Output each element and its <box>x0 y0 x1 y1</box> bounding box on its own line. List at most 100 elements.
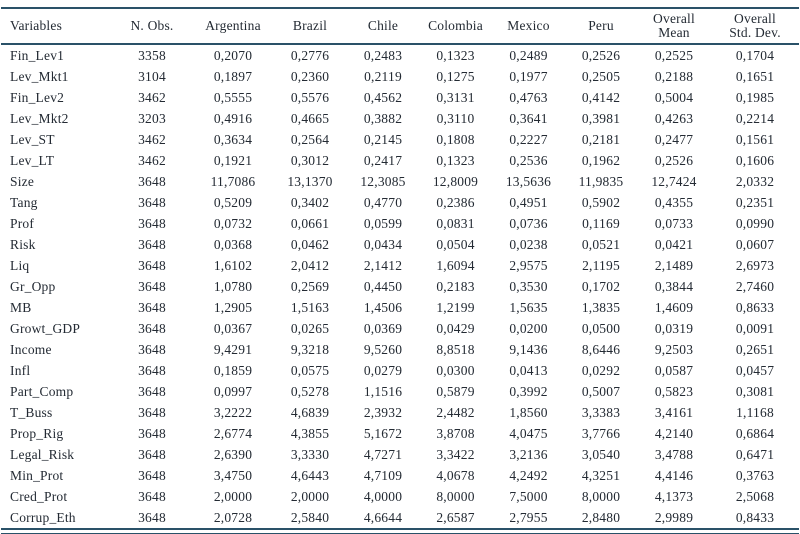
value-cell: 1,6102 <box>213 257 253 273</box>
value-cell: 1,4506 <box>363 299 403 315</box>
value-cell: 0,0200 <box>509 320 548 336</box>
value-cell: 0,4562 <box>363 89 403 105</box>
value-cell: 0,0990 <box>735 215 775 231</box>
value-cell: 2,6587 <box>436 509 475 525</box>
value-cell: 3,4788 <box>654 446 694 462</box>
value-cell: 8,0000 <box>436 488 475 504</box>
variable-label: Lev_Mkt1 <box>10 68 69 84</box>
value-cell: 3648 <box>138 341 166 357</box>
value-cell: 0,1962 <box>581 152 621 168</box>
value-cell: 0,0997 <box>213 383 253 399</box>
value-cell: 3,4161 <box>654 404 694 420</box>
value-cell: 0,8633 <box>735 299 775 315</box>
value-cell: 2,0332 <box>735 173 775 189</box>
value-cell: 0,0319 <box>654 320 694 336</box>
value-cell: 1,2199 <box>436 299 475 315</box>
value-cell: 0,1323 <box>436 47 475 63</box>
value-cell: 0,3634 <box>213 131 253 147</box>
variable-label: Lev_LT <box>10 152 55 168</box>
value-cell: 2,4482 <box>436 404 475 420</box>
value-cell: 0,1808 <box>436 131 475 147</box>
value-cell: 3462 <box>138 131 166 147</box>
variable-label: Growt_GDP <box>10 320 81 336</box>
value-cell: 2,0728 <box>213 509 253 525</box>
value-cell: 0,1897 <box>213 68 253 84</box>
value-cell: 2,0000 <box>290 488 330 504</box>
value-cell: 1,0780 <box>213 278 253 294</box>
variable-label: Income <box>10 341 52 357</box>
value-cell: 2,1489 <box>654 257 694 273</box>
value-cell: 0,0661 <box>290 215 330 231</box>
value-cell: 2,8480 <box>581 509 621 525</box>
value-cell: 3462 <box>138 89 166 105</box>
table-row-lev-mkt1: Lev_Mkt1 3104 0,1897 0,2360 0,2119 0,1275 0,19… <box>1 66 799 87</box>
value-cell: 9,5260 <box>363 341 403 357</box>
value-cell: 3203 <box>138 110 166 126</box>
value-cell: 0,0736 <box>509 215 548 231</box>
value-cell: 0,2214 <box>735 110 775 126</box>
value-cell: 11,9835 <box>578 173 624 189</box>
value-cell: 2,0000 <box>213 488 253 504</box>
variable-label: Cred_Prot <box>10 488 68 504</box>
value-cell: 1,4609 <box>654 299 694 315</box>
value-cell: 0,1651 <box>735 68 775 84</box>
value-cell: 0,0434 <box>363 236 403 252</box>
column-header-colombia: Colombia <box>428 17 483 33</box>
column-header-argentina: Argentina <box>205 17 261 33</box>
value-cell: 0,4665 <box>290 110 330 126</box>
value-cell: 0,0732 <box>213 215 253 231</box>
value-cell: 4,0678 <box>436 467 475 483</box>
value-cell: 3648 <box>138 383 166 399</box>
value-cell: 0,2483 <box>363 47 403 63</box>
table-row-min-prot: Min_Prot 3648 3,4750 4,6443 4,7109 4,0678 4,24… <box>1 465 799 486</box>
value-cell: 8,8518 <box>436 341 475 357</box>
value-cell: 0,3763 <box>735 467 775 483</box>
value-cell: 0,0462 <box>290 236 330 252</box>
value-cell: 0,3402 <box>290 194 330 210</box>
value-cell: 0,1169 <box>582 215 620 231</box>
value-cell: 0,0733 <box>654 215 694 231</box>
value-cell: 0,1985 <box>735 89 775 105</box>
value-cell: 0,0521 <box>581 236 621 252</box>
descriptive-statistics-table: Variables N. Obs. Argentina Brazil Chile Colo… <box>1 7 799 530</box>
value-cell: 2,7955 <box>509 509 548 525</box>
value-cell: 0,0292 <box>581 362 621 378</box>
value-cell: 4,6644 <box>363 509 403 525</box>
value-cell: 3648 <box>138 404 166 420</box>
value-cell: 0,2386 <box>436 194 475 210</box>
value-cell: 1,2905 <box>213 299 253 315</box>
value-cell: 0,5823 <box>654 383 694 399</box>
value-cell: 0,3131 <box>436 89 475 105</box>
value-cell: 0,2188 <box>654 68 694 84</box>
value-cell: 0,2564 <box>290 131 330 147</box>
value-cell: 13,5636 <box>505 173 552 189</box>
value-cell: 0,3081 <box>735 383 775 399</box>
value-cell: 0,0607 <box>735 236 775 252</box>
value-cell: 0,0091 <box>735 320 775 336</box>
variable-label: Infl <box>10 362 31 378</box>
variable-label: Corrup_Eth <box>10 509 76 525</box>
value-cell: 0,4951 <box>509 194 548 210</box>
table-row-corrup-eth: Corrup_Eth 3648 2,0728 2,5840 4,6644 2,6587 2,… <box>1 507 799 529</box>
value-cell: 2,1412 <box>363 257 403 273</box>
variable-label: Part_Comp <box>10 383 74 399</box>
value-cell: 4,3251 <box>581 467 621 483</box>
value-cell: 0,0587 <box>654 362 694 378</box>
value-cell: 0,6471 <box>735 446 775 462</box>
value-cell: 2,9989 <box>654 509 694 525</box>
value-cell: 0,5879 <box>436 383 475 399</box>
value-cell: 3648 <box>138 257 166 273</box>
value-cell: 12,7424 <box>651 173 697 189</box>
variable-label: Size <box>10 173 35 189</box>
value-cell: 0,2227 <box>509 131 548 147</box>
value-cell: 0,1702 <box>581 278 621 294</box>
value-cell: 0,1859 <box>213 362 253 378</box>
value-cell: 0,4770 <box>363 194 403 210</box>
value-cell: 0,5004 <box>654 89 694 105</box>
value-cell: 0,0368 <box>213 236 253 252</box>
value-cell: 0,0421 <box>654 236 694 252</box>
value-cell: 9,4291 <box>213 341 253 357</box>
value-cell: 0,2360 <box>290 68 330 84</box>
value-cell: 1,6094 <box>436 257 475 273</box>
